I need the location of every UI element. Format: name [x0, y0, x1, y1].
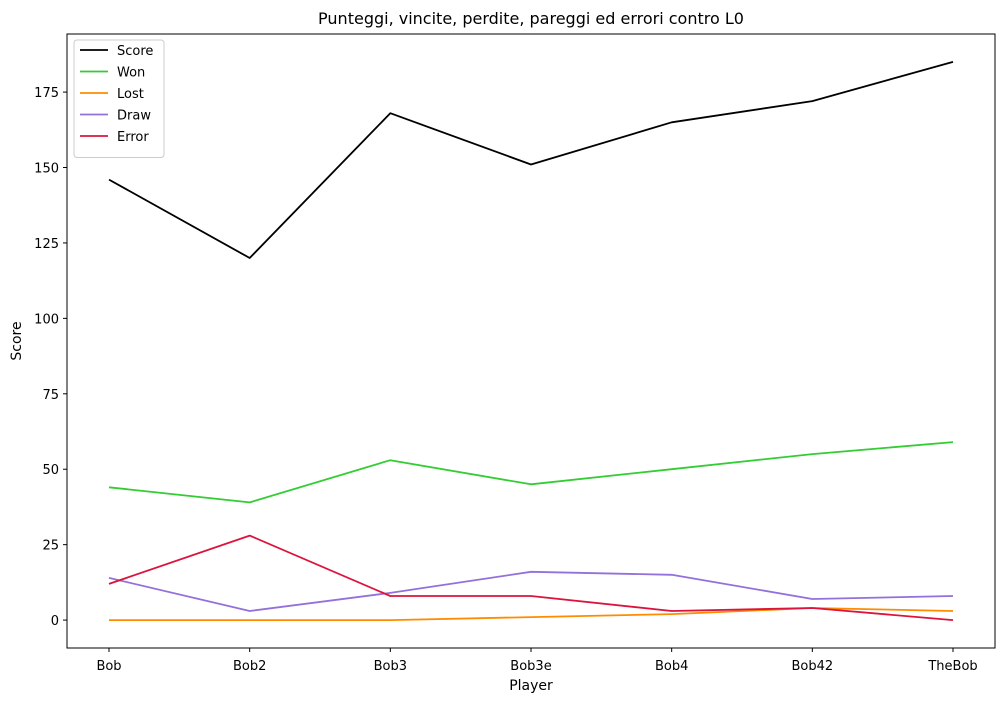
y-tick-label: 150 — [34, 162, 59, 177]
y-tick-label: 0 — [51, 614, 59, 629]
legend-label-error: Error — [117, 130, 149, 145]
x-tick-label: Bob42 — [791, 659, 833, 674]
legend: Score Won Lost Draw Error — [73, 39, 165, 158]
chart-title: Punteggi, vincite, perdite, pareggi ed e… — [318, 9, 744, 28]
y-tick-label: 50 — [42, 463, 59, 478]
x-axis: Bob Bob2 Bob3 Bob3e Bob4 Bob42 TheBob — [96, 648, 978, 674]
x-tick-label: Bob3 — [374, 659, 407, 674]
x-tick-label: Bob4 — [655, 659, 688, 674]
legend-box — [73, 39, 165, 158]
series-layer — [108, 61, 954, 621]
legend-label-draw: Draw — [117, 109, 151, 124]
series-line-score — [108, 61, 954, 259]
y-tick-label: 125 — [34, 237, 59, 252]
legend-label-lost: Lost — [117, 87, 144, 102]
legend-label-score: Score — [117, 44, 153, 59]
y-tick-label: 75 — [42, 388, 59, 403]
x-tick-label: TheBob — [927, 659, 977, 674]
plot-background — [67, 34, 995, 648]
series-line-error — [108, 534, 954, 621]
x-tick-label: Bob — [96, 659, 121, 674]
x-tick-label: Bob2 — [233, 659, 266, 674]
y-axis: 0 25 50 75 100 125 150 175 — [34, 86, 67, 629]
series-line-won — [108, 441, 954, 504]
series-line-draw — [108, 570, 954, 612]
legend-label-won: Won — [117, 66, 145, 81]
y-tick-label: 100 — [34, 312, 59, 327]
plot-area — [66, 33, 996, 649]
x-axis-label: Player — [509, 678, 553, 694]
y-axis-label: Score — [9, 321, 25, 360]
y-tick-label: 25 — [42, 539, 59, 554]
x-tick-label: Bob3e — [510, 659, 551, 674]
y-tick-label: 175 — [34, 86, 59, 101]
